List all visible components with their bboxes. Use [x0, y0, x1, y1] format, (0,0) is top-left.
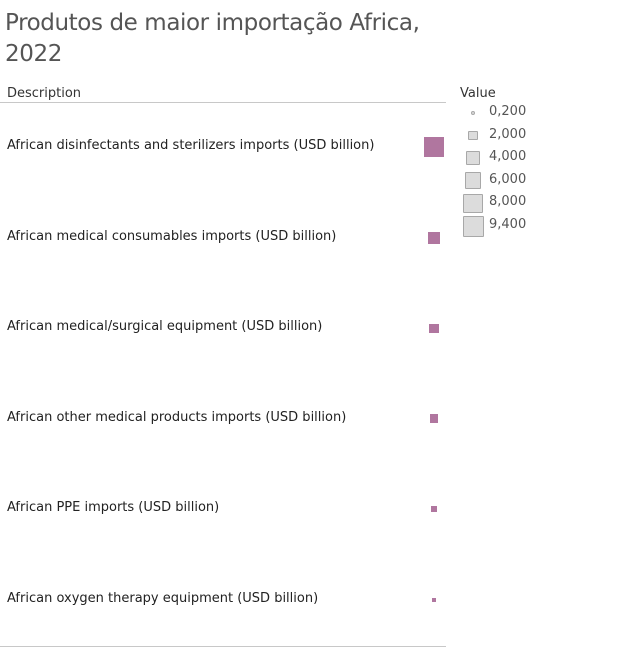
legend-size-label: 2,000: [489, 126, 527, 142]
legend-size-label: 6,000: [489, 171, 527, 187]
legend-size-label: 4,000: [489, 149, 527, 165]
value-mark[interactable]: [427, 231, 441, 244]
value-mark[interactable]: [424, 137, 444, 158]
column-header-description: Description: [7, 86, 82, 101]
header-divider: [0, 102, 446, 103]
row-label: African oxygen therapy equipment (USD bi…: [7, 590, 319, 606]
value-mark[interactable]: [431, 597, 437, 602]
chart-title: Produtos de maior importação Africa, 202…: [5, 10, 420, 67]
legend-size-symbol: [471, 111, 475, 115]
legend-size-label: 0,200: [489, 104, 527, 119]
value-mark[interactable]: [430, 506, 438, 513]
legend-size-symbol: [463, 193, 483, 214]
value-mark[interactable]: [429, 414, 439, 423]
bottom-divider: [0, 646, 446, 647]
row-label: African disinfectants and sterilizers im…: [7, 138, 375, 154]
row-label: African medical/surgical equipment (USD …: [7, 319, 323, 335]
row-label: African PPE imports (USD billion): [7, 500, 220, 516]
legend-size-symbol: [462, 215, 484, 237]
legend-size-label: 9,400: [489, 217, 527, 232]
legend-title: Value: [460, 86, 496, 101]
legend-size-symbol: [464, 172, 482, 190]
row-label: African medical consumables imports (USD…: [7, 228, 337, 244]
legend-size-symbol: [466, 151, 480, 166]
row-label: African other medical products imports (…: [7, 409, 347, 425]
value-mark[interactable]: [429, 323, 439, 333]
legend-size-symbol: [468, 130, 478, 141]
legend-size-label: 8,000: [489, 194, 527, 210]
